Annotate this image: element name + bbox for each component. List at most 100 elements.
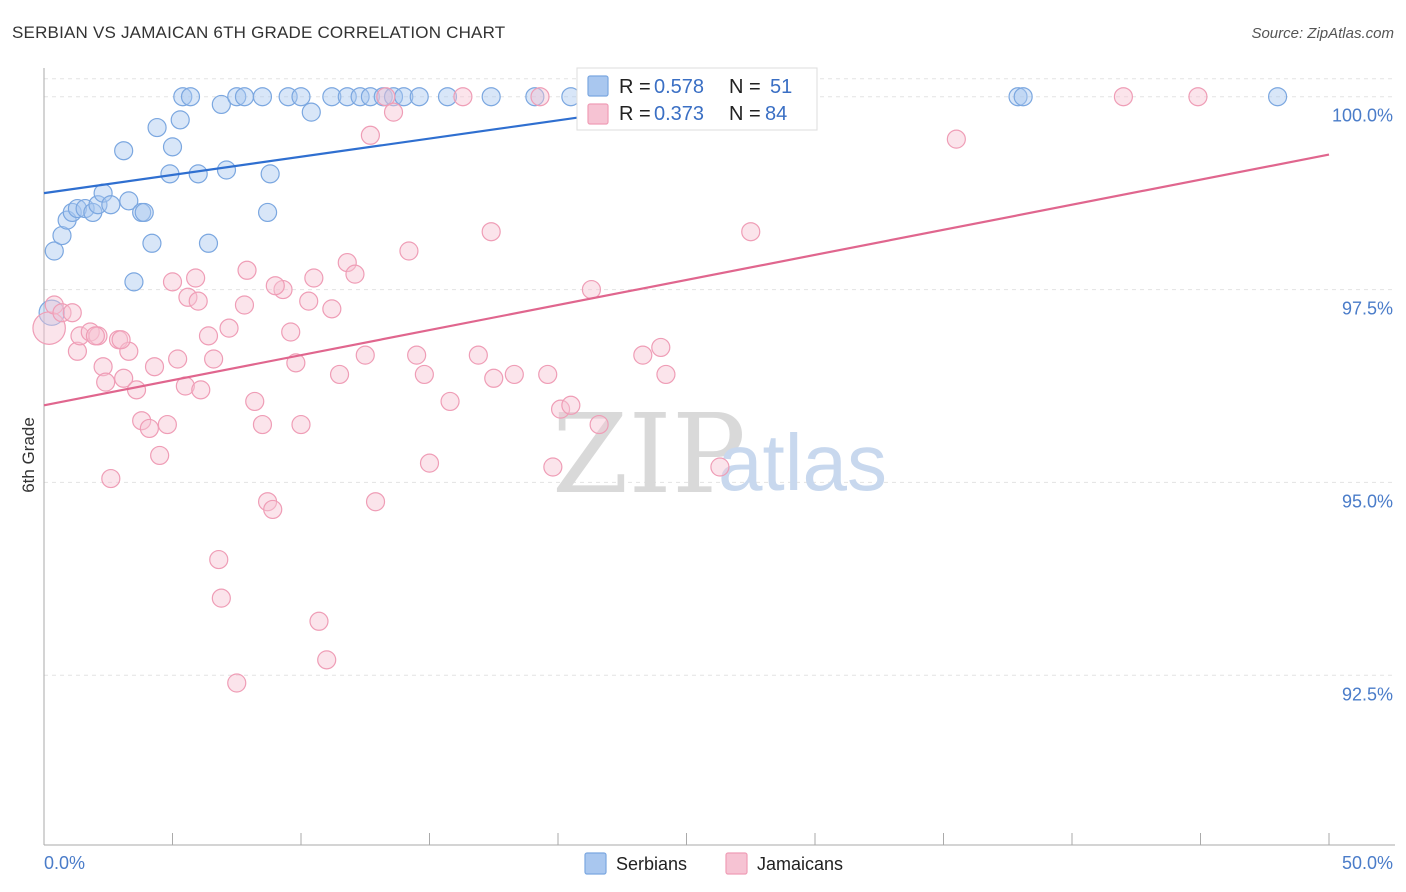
point-serbians — [211, 94, 231, 115]
stats-legend: R = 0.578 N = 51 R = 0.373 N = 84 — [576, 67, 818, 131]
point-jamaicans — [204, 349, 224, 369]
point-jamaicans — [561, 395, 581, 415]
point-jamaicans — [299, 291, 319, 311]
watermark-zip: ZIP — [552, 390, 746, 518]
point-serbians — [291, 87, 311, 107]
point-jamaicans — [162, 272, 183, 292]
point-jamaicans — [93, 357, 113, 377]
y-tick-labels: 100.0% 97.5% 95.0% 92.5% — [1332, 106, 1393, 705]
point-serbians — [173, 87, 193, 107]
trend-lines — [43, 95, 1330, 407]
point-jamaicans — [67, 341, 88, 361]
point-serbians — [67, 198, 88, 219]
point-jamaicans — [209, 549, 229, 570]
point-jamaicans — [62, 303, 82, 323]
point-serbians — [142, 233, 162, 253]
point-jamaicans — [504, 364, 524, 385]
point-jamaicans — [96, 372, 116, 392]
point-jamaicans — [237, 260, 257, 280]
legend-swatch-jamaicans — [725, 852, 748, 875]
point-serbians — [170, 110, 190, 130]
point-jamaicans — [309, 611, 329, 631]
axes — [43, 68, 1395, 846]
point-serbians — [227, 87, 247, 107]
point-serbians — [62, 202, 82, 223]
point-jamaicans — [157, 414, 177, 435]
point-jamaicans — [345, 264, 365, 284]
gridlines — [44, 78, 1395, 676]
point-jamaicans — [383, 102, 404, 122]
point-jamaicans — [304, 268, 324, 288]
point-jamaicans — [581, 279, 602, 300]
point-serbians — [437, 87, 458, 107]
legend-label-serbians: Serbians — [616, 854, 687, 874]
point-jamaicans — [211, 588, 231, 608]
x-tick-label-right: 50.0% — [1342, 853, 1393, 873]
y-tick-label: 95.0% — [1342, 491, 1393, 511]
point-jamaicans — [281, 322, 301, 342]
point-serbians — [198, 233, 219, 253]
point-serbians — [119, 191, 139, 211]
point-jamaicans — [376, 87, 396, 107]
point-serbians — [216, 160, 237, 180]
series-legend: Serbians Jamaicans — [584, 852, 843, 875]
point-jamaicans — [337, 252, 357, 273]
point-jamaicans — [407, 345, 427, 365]
stats-r-label-serbians: R = — [619, 76, 651, 98]
point-serbians — [257, 202, 278, 223]
point-jamaicans — [291, 414, 311, 435]
stats-legend-box — [576, 67, 818, 131]
point-serbians — [383, 87, 404, 107]
trend-line-jamaicans — [43, 153, 1330, 407]
point-jamaicans — [227, 673, 247, 693]
stats-n-value-jamaicans: 84 — [765, 103, 787, 125]
point-serbians — [350, 87, 370, 107]
point-jamaicans — [633, 345, 653, 365]
stats-n-value-serbians: 51 — [770, 76, 792, 98]
point-jamaicans — [168, 349, 188, 369]
point-jamaicans — [85, 326, 106, 346]
point-jamaicans — [550, 399, 571, 419]
stats-r-value-jamaicans: 0.373 — [654, 103, 704, 125]
point-jamaicans — [101, 468, 121, 489]
point-jamaicans — [265, 276, 285, 296]
point-jamaicans — [198, 326, 219, 346]
point-jamaicans — [656, 364, 676, 385]
point-jamaicans — [126, 380, 147, 400]
point-serbians — [188, 164, 208, 184]
point-jamaicans — [484, 368, 504, 388]
watermark-atlas: atlas — [718, 418, 887, 507]
point-jamaicans — [111, 330, 131, 350]
point-jamaicans — [52, 303, 72, 323]
point-jamaicans — [329, 364, 350, 385]
point-jamaicans — [114, 368, 134, 388]
y-tick-label: 100.0% — [1332, 106, 1393, 126]
point-serbians — [252, 87, 273, 107]
point-serbians — [114, 141, 134, 161]
chart-title: SERBIAN VS JAMAICAN 6TH GRADE CORRELATIO… — [12, 23, 505, 42]
stats-r-label-jamaicans: R = — [619, 103, 651, 125]
legend-label-jamaicans: Jamaicans — [757, 854, 843, 874]
point-jamaicans — [710, 457, 730, 477]
point-serbians — [525, 87, 545, 107]
point-jamaicans — [399, 241, 419, 261]
point-jamaicans — [530, 87, 550, 107]
point-jamaicans — [119, 341, 139, 361]
legend-swatch-serbians — [584, 852, 607, 875]
point-jamaicans — [651, 337, 671, 358]
point-serbians — [1013, 87, 1033, 107]
point-jamaicans — [322, 299, 342, 319]
chart-source: Source: ZipAtlas.com — [1251, 25, 1394, 42]
point-jamaicans — [150, 445, 170, 466]
point-serbians — [124, 272, 144, 292]
point-serbians — [301, 102, 321, 122]
point-jamaicans — [252, 414, 273, 435]
point-jamaicans — [263, 499, 283, 520]
y-tick-label: 97.5% — [1342, 299, 1393, 319]
point-jamaicans — [178, 287, 198, 307]
point-jamaicans — [1188, 87, 1208, 107]
point-jamaicans — [538, 364, 558, 385]
point-jamaicans — [543, 457, 563, 477]
point-serbians — [322, 87, 342, 107]
